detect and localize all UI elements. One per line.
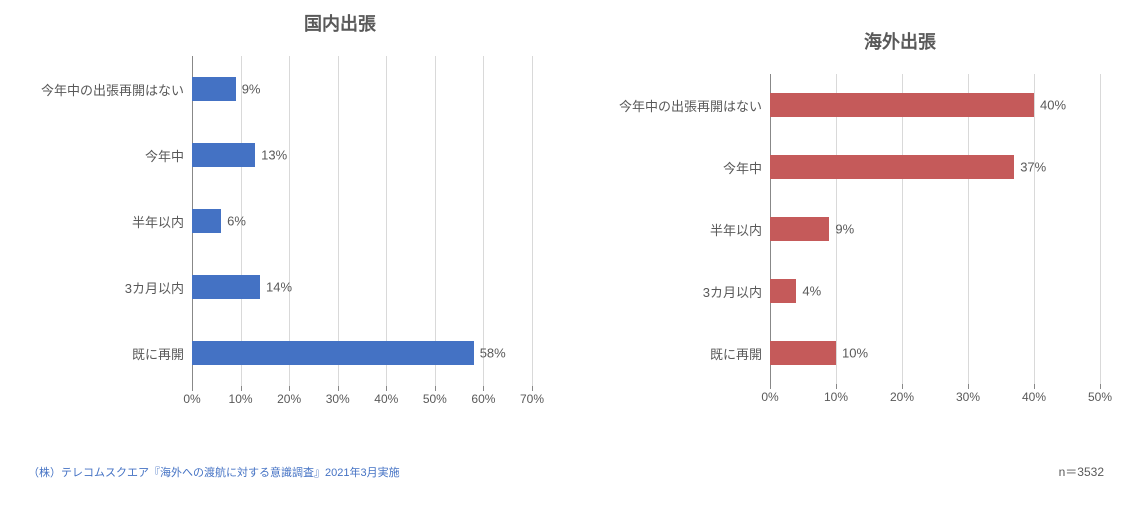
plot-region: 40%: [770, 74, 1120, 136]
tick-mark: [483, 386, 484, 391]
bar-row: 今年中 37%: [580, 136, 1120, 198]
footer-source: （株）テレコムスクエア『海外への渡航に対する意識調査』2021年3月実施: [28, 464, 400, 480]
bar: [192, 209, 221, 233]
bars-domestic: 今年中の出張再開はない 9% 今年中 13% 半年以内 6% 3カ月以内 14% 既に再開 58%: [20, 56, 560, 386]
plot-region: 37%: [770, 136, 1120, 198]
x-tick-label: 0%: [761, 390, 778, 404]
chart-area-overseas: 今年中の出張再開はない 40% 今年中 37% 半年以内 9% 3カ月以内 4% 既に再開 10%…: [580, 74, 1120, 412]
x-tick-label: 70%: [520, 392, 544, 406]
tick-mark: [902, 384, 903, 389]
value-label: 4%: [802, 284, 821, 299]
bar-row: 3カ月以内 14%: [20, 254, 560, 320]
tick-mark: [836, 384, 837, 389]
bar: [192, 341, 474, 365]
x-tick-label: 60%: [471, 392, 495, 406]
category-label: 既に再開: [580, 344, 770, 363]
x-axis-domestic: 0% 10% 20% 30% 40% 50% 60% 70%: [20, 386, 560, 414]
bar-row: 既に再開 58%: [20, 320, 560, 386]
category-label: 半年以内: [580, 220, 770, 239]
bar: [770, 217, 829, 241]
x-tick-label: 20%: [890, 390, 914, 404]
category-label: 3カ月以内: [20, 278, 192, 297]
bar-row: 3カ月以内 4%: [580, 260, 1120, 322]
x-ticks-overseas: 0%10%20%30%40%50%: [770, 384, 1120, 412]
category-label: 半年以内: [20, 212, 192, 231]
tick-mark: [968, 384, 969, 389]
panel-overseas: 海外出張 今年中の出張再開はない 40% 今年中 37% 半年以内 9% 3カ月以内 4% 既に…: [580, 10, 1120, 414]
x-tick-label: 10%: [229, 392, 253, 406]
x-tick-label: 40%: [374, 392, 398, 406]
x-tick-label: 50%: [1088, 390, 1112, 404]
value-label: 9%: [835, 222, 854, 237]
plot-region: 6%: [192, 188, 560, 254]
charts-container: 国内出張 今年中の出張再開はない 9% 今年中 13% 半年以内 6% 3カ月以内 14% 既に…: [0, 0, 1134, 414]
tick-mark: [338, 386, 339, 391]
tick-mark: [1034, 384, 1035, 389]
bar-row: 既に再開 10%: [580, 322, 1120, 384]
x-axis-overseas: 0% 10% 20% 30% 40% 50%: [580, 384, 1120, 412]
category-label: 今年中の出張再開はない: [580, 96, 770, 115]
x-tick-label: 40%: [1022, 390, 1046, 404]
tick-mark: [241, 386, 242, 391]
plot-region: 9%: [770, 198, 1120, 260]
value-label: 9%: [242, 82, 261, 97]
bar-row: 今年中 13%: [20, 122, 560, 188]
value-label: 40%: [1040, 98, 1066, 113]
footer-sample-size: n＝3532: [1059, 463, 1104, 480]
plot-region: 10%: [770, 322, 1120, 384]
category-label: 今年中: [580, 158, 770, 177]
value-label: 13%: [261, 148, 287, 163]
x-tick-label: 20%: [277, 392, 301, 406]
bar: [770, 155, 1014, 179]
bar-row: 今年中の出張再開はない 9%: [20, 56, 560, 122]
x-tick-label: 30%: [326, 392, 350, 406]
category-label: 既に再開: [20, 344, 192, 363]
tick-mark: [532, 386, 533, 391]
chart-title-overseas: 海外出張: [680, 28, 1120, 54]
category-label: 3カ月以内: [580, 282, 770, 301]
plot-region: 4%: [770, 260, 1120, 322]
tick-mark: [192, 386, 193, 391]
bars-overseas: 今年中の出張再開はない 40% 今年中 37% 半年以内 9% 3カ月以内 4% 既に再開 10%: [580, 74, 1120, 384]
chart-title-domestic: 国内出張: [120, 10, 560, 36]
bar: [192, 143, 255, 167]
bar: [770, 93, 1034, 117]
bar-row: 半年以内 9%: [580, 198, 1120, 260]
plot-region: 9%: [192, 56, 560, 122]
plot-region: 58%: [192, 320, 560, 386]
tick-mark: [1100, 384, 1101, 389]
bar: [192, 275, 260, 299]
value-label: 58%: [480, 346, 506, 361]
chart-area-domestic: 今年中の出張再開はない 9% 今年中 13% 半年以内 6% 3カ月以内 14% 既に再開 58%…: [20, 56, 560, 414]
x-tick-label: 50%: [423, 392, 447, 406]
x-tick-label: 10%: [824, 390, 848, 404]
tick-mark: [289, 386, 290, 391]
bar-row: 今年中の出張再開はない 40%: [580, 74, 1120, 136]
category-label: 今年中の出張再開はない: [20, 80, 192, 99]
category-label: 今年中: [20, 146, 192, 165]
plot-region: 14%: [192, 254, 560, 320]
value-label: 10%: [842, 346, 868, 361]
x-ticks-domestic: 0%10%20%30%40%50%60%70%: [192, 386, 560, 414]
value-label: 37%: [1020, 160, 1046, 175]
value-label: 6%: [227, 214, 246, 229]
tick-mark: [435, 386, 436, 391]
tick-mark: [770, 384, 771, 389]
x-tick-label: 0%: [183, 392, 200, 406]
panel-domestic: 国内出張 今年中の出張再開はない 9% 今年中 13% 半年以内 6% 3カ月以内 14% 既に…: [20, 10, 560, 414]
plot-region: 13%: [192, 122, 560, 188]
bar-row: 半年以内 6%: [20, 188, 560, 254]
bar: [770, 279, 796, 303]
bar: [192, 77, 236, 101]
bar: [770, 341, 836, 365]
tick-mark: [386, 386, 387, 391]
value-label: 14%: [266, 280, 292, 295]
x-tick-label: 30%: [956, 390, 980, 404]
